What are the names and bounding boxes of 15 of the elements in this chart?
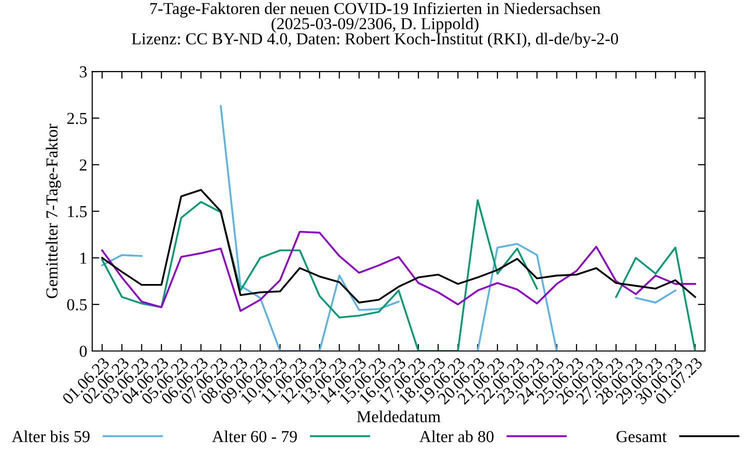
line-series [101, 230, 696, 312]
y-tick-label: 2 [80, 159, 86, 170]
y-tick-label: 0 [80, 346, 87, 357]
legend-label: Alter bis 59 [12, 430, 90, 442]
y-tick-label: 2.5 [67, 112, 87, 124]
legend-label: Gesamt [616, 430, 667, 442]
x-axis-title: Meldedatum [356, 410, 440, 422]
y-axis-title: Gemittelter 7-Tage-Faktor [46, 124, 61, 298]
legend-label: Alter ab 80 [419, 430, 494, 442]
y-tick-label: 1 [80, 252, 86, 264]
chart-title: 7-Tage-Faktoren der neuen COVID-19 Infizierten in Niedersachsen (2025-03-09/2306, D. Lippold) Lizenz: CC BY-ND 4.0, Daten: Robert Koch-Institut (RKI), dl-de/by-2-0 [132, 2, 618, 48]
legend-label: Alter 60 - 79 [212, 430, 297, 442]
y-tick-label: 3 [80, 66, 87, 78]
y-tick-label: 1.5 [68, 206, 87, 218]
y-tick-label: 0.5 [67, 299, 87, 310]
